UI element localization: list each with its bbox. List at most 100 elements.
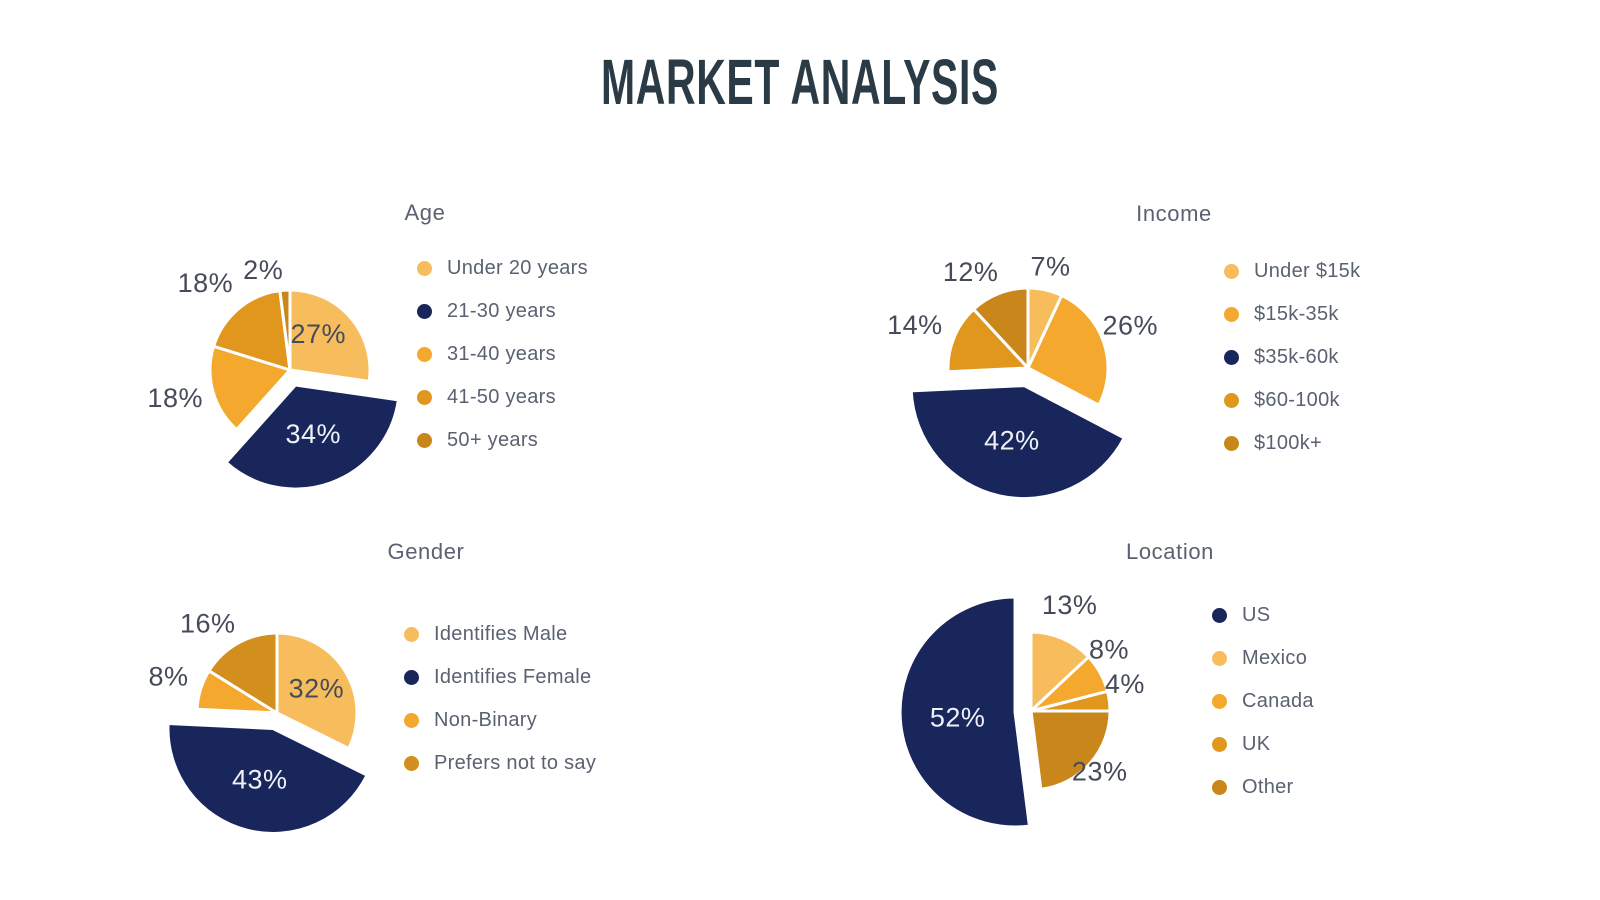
legend-item: US <box>1212 594 1314 637</box>
legend-income: Under $15k $15k-35k $35k-60k $60-100k $100k+ <box>1224 250 1360 465</box>
pie-slice-label-gender-3: 8% <box>148 661 188 691</box>
pie-slice-age-2 <box>224 383 400 491</box>
pie-chart-location: 13% 8% 4% 23% 52% <box>898 590 1145 829</box>
pie-slice-label-age-3: 18% <box>147 383 203 413</box>
legend-dot-icon <box>417 261 432 276</box>
pie-slice-label-age-2: 34% <box>286 419 342 449</box>
pie-chart-age: 27% 34% 18% 18% 2% <box>147 255 400 491</box>
legend-item: 21-30 years <box>417 290 588 333</box>
legend-dot-icon <box>1224 264 1239 279</box>
pie-slice-income-3 <box>909 384 1126 501</box>
legend-item: $15k-35k <box>1224 293 1360 336</box>
pie-slice-label-age-1: 27% <box>291 319 347 349</box>
pie-slice-label-income-3: 42% <box>984 426 1040 456</box>
legend-dot-icon <box>1212 737 1227 752</box>
legend-item: Prefers not to say <box>404 742 596 785</box>
pie-slice-label-age-4: 18% <box>178 268 234 298</box>
legend-item: Other <box>1212 766 1314 809</box>
pie-slice-income-5 <box>972 286 1030 370</box>
legend-item: Identifies Male <box>404 613 596 656</box>
legend-item: 41-50 years <box>417 376 588 419</box>
legend-label: Prefers not to say <box>434 752 597 774</box>
legend-label: Mexico <box>1242 647 1308 669</box>
pie-slice-gender-2 <box>166 721 369 835</box>
legend-gender: Identifies Male Identifies Female Non-Bina… <box>404 613 596 785</box>
legend-item: 50+ years <box>417 419 588 462</box>
chart-title-age: Age <box>404 200 446 225</box>
pie-slice-label-age-5: 2% <box>243 255 283 285</box>
legend-label: UK <box>1242 733 1271 755</box>
pie-slice-age-3 <box>208 344 292 432</box>
legend-item: $35k-60k <box>1224 336 1360 379</box>
legend-item: Non-Binary <box>404 699 596 742</box>
legend-dot-icon <box>404 627 419 642</box>
pie-slice-label-income-1: 7% <box>1030 252 1070 282</box>
chart-title-income: Income <box>1136 201 1212 226</box>
pie-slice-age-5 <box>278 288 292 372</box>
pie-slice-income-2 <box>1026 293 1110 407</box>
chart-title-gender: Gender <box>387 539 465 564</box>
legend-label: 50+ years <box>447 429 539 451</box>
pie-slice-label-gender-2: 43% <box>232 764 288 794</box>
legend-dot-icon <box>1224 393 1239 408</box>
legend-label: Non-Binary <box>434 709 538 731</box>
legend-label: $35k-60k <box>1254 346 1339 368</box>
legend-label: $100k+ <box>1254 432 1322 454</box>
legend-dot-icon <box>1224 350 1239 365</box>
legend-label: 41-50 years <box>447 386 556 408</box>
pie-chart-gender: 32% 43% 8% 16% <box>148 609 369 835</box>
pie-slice-gender-4 <box>207 631 279 715</box>
pie-slice-label-gender-1: 32% <box>289 674 345 704</box>
page-title: MARKET ANALYSIS <box>601 46 999 118</box>
legend-dot-icon <box>417 433 432 448</box>
legend-item: 31-40 years <box>417 333 588 376</box>
legend-label: Canada <box>1242 690 1314 712</box>
pie-slice-label-income-5: 12% <box>943 257 999 287</box>
legend-label: 21-30 years <box>447 300 556 322</box>
chart-title-location: Location <box>1126 539 1214 564</box>
legend-item: Under 20 years <box>417 247 588 290</box>
legend-label: Other <box>1242 776 1294 798</box>
legend-age: Under 20 years 21-30 years 31-40 years 41-5… <box>417 247 588 462</box>
pie-slice-label-location-2: 8% <box>1089 635 1129 665</box>
legend-item: UK <box>1212 723 1314 766</box>
legend-dot-icon <box>1224 307 1239 322</box>
pie-slice-label-location-1: 13% <box>1042 590 1098 620</box>
legend-label: Identifies Male <box>434 623 568 645</box>
legend-dot-icon <box>417 304 432 319</box>
legend-item: Under $15k <box>1224 250 1360 293</box>
legend-location: US Mexico Canada UK Other <box>1212 594 1314 809</box>
pie-slice-label-gender-4: 16% <box>180 609 236 639</box>
legend-dot-icon <box>1212 651 1227 666</box>
legend-item: Identifies Female <box>404 656 596 699</box>
legend-item: Mexico <box>1212 637 1314 680</box>
legend-label: US <box>1242 604 1271 626</box>
legend-dot-icon <box>404 756 419 771</box>
pie-chart-income: 7% 26% 42% 14%12% <box>887 252 1159 501</box>
pie-slice-gender-1 <box>275 631 359 751</box>
legend-label: Under 20 years <box>447 257 588 279</box>
legend-label: Identifies Female <box>434 666 592 688</box>
legend-label: Under $15k <box>1254 260 1361 282</box>
legend-dot-icon <box>1212 608 1227 623</box>
pie-slice-label-location-5: 52% <box>930 703 986 733</box>
legend-label: 31-40 years <box>447 343 556 365</box>
legend-label: $60-100k <box>1254 389 1340 411</box>
legend-dot-icon <box>417 390 432 405</box>
legend-item: $100k+ <box>1224 422 1360 465</box>
legend-dot-icon <box>1212 694 1227 709</box>
pie-slice-age-1 <box>288 288 372 383</box>
legend-dot-icon <box>417 347 432 362</box>
legend-dot-icon <box>1212 780 1227 795</box>
legend-label: $15k-35k <box>1254 303 1339 325</box>
legend-item: Canada <box>1212 680 1314 723</box>
pie-slice-location-5 <box>898 595 1031 829</box>
legend-dot-icon <box>404 670 419 685</box>
pie-slice-label-location-3: 4% <box>1105 669 1145 699</box>
pie-slice-label-income-2: 26% <box>1103 310 1159 340</box>
pie-slice-label-income-4: 14% <box>887 310 943 340</box>
pie-slice-age-4 <box>212 289 292 372</box>
legend-dot-icon <box>404 713 419 728</box>
pie-slice-label-location-4: 23% <box>1072 757 1128 787</box>
